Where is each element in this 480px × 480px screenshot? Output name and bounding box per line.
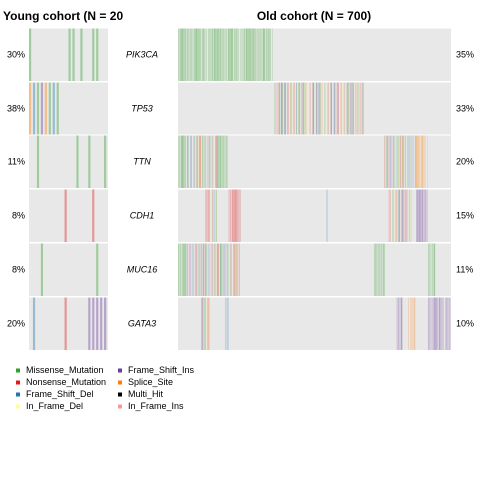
percent-label-pik3ca-panel-0: 30% bbox=[7, 50, 25, 60]
cell-pik3ca-missense-mutation bbox=[80, 28, 83, 81]
legend-label-in-frame-del: In_Frame_Del bbox=[26, 401, 83, 411]
legend-swatch-multi-hit bbox=[118, 392, 122, 397]
gene-label-cdh1: CDH1 bbox=[130, 211, 155, 221]
row-background-ttn bbox=[29, 135, 108, 188]
cell-tp53-missense-mutation bbox=[48, 82, 51, 135]
row-background-muc16 bbox=[178, 243, 451, 296]
row-background-gata3 bbox=[29, 297, 108, 350]
row-background-tp53 bbox=[29, 82, 108, 135]
cell-cdh1-nonsense-mutation bbox=[92, 189, 95, 242]
row-background-muc16 bbox=[29, 243, 108, 296]
cell-pik3ca-missense-mutation bbox=[29, 28, 32, 81]
percent-label-tp53-panel-1: 33% bbox=[456, 104, 474, 114]
cell-cdh1-nonsense-mutation bbox=[64, 189, 67, 242]
cell-ttn-missense-mutation bbox=[88, 135, 91, 188]
legend-swatch-in-frame-del bbox=[16, 404, 20, 409]
cell-gata3-frame-shift-ins bbox=[92, 297, 95, 350]
panel-0 bbox=[29, 27, 108, 350]
old-cohort-title: Old cohort (N = 700) bbox=[257, 9, 371, 23]
legend-swatch-splice-site bbox=[118, 380, 122, 385]
cell-tp53-frame-shift-ins bbox=[40, 82, 44, 135]
cell-tp53-splice-site bbox=[29, 82, 32, 135]
cell-ttn-missense-mutation bbox=[36, 135, 40, 188]
legend-label-nonsense-mutation: Nonsense_Mutation bbox=[26, 377, 106, 387]
row-background-pik3ca bbox=[178, 28, 451, 81]
gene-label-tp53: TP53 bbox=[131, 104, 153, 114]
percent-label-muc16-panel-0: 8% bbox=[12, 265, 25, 275]
legend-swatch-missense-mutation bbox=[16, 368, 20, 373]
row-background-gata3 bbox=[178, 297, 451, 350]
cell-pik3ca-missense-mutation bbox=[92, 28, 95, 81]
cell-pik3ca-missense-mutation bbox=[96, 28, 99, 81]
cell-gata3-frame-shift-del bbox=[32, 297, 36, 350]
legend-label-in-frame-ins: In_Frame_Ins bbox=[128, 401, 184, 411]
cell-tp53-frame-shift-del bbox=[32, 82, 36, 135]
cell-pik3ca-missense-mutation bbox=[72, 28, 75, 81]
cell-gata3-nonsense-mutation bbox=[64, 297, 67, 350]
labels-layer: Young cohort (N = 20 Old cohort (N = 700… bbox=[3, 9, 474, 329]
row-background-ttn bbox=[178, 135, 451, 188]
cell-gata3-frame-shift-ins bbox=[88, 297, 91, 350]
cell-gata3-frame-shift-ins bbox=[100, 297, 103, 350]
cell-tp53-splice-site bbox=[44, 82, 47, 135]
percent-label-ttn-panel-1: 20% bbox=[456, 157, 474, 167]
legend-label-splice-site: Splice_Site bbox=[128, 377, 173, 387]
young-cohort-title: Young cohort (N = 20 bbox=[3, 9, 123, 23]
cell-muc16-missense-mutation bbox=[96, 243, 99, 296]
row-background-pik3ca bbox=[29, 28, 108, 81]
gene-label-ttn: TTN bbox=[133, 157, 151, 167]
cell-ttn-missense-mutation bbox=[76, 135, 79, 188]
gene-label-gata3: GATA3 bbox=[128, 319, 156, 329]
legend-label-frame-shift-ins: Frame_Shift_Ins bbox=[128, 365, 195, 375]
percent-label-cdh1-panel-1: 15% bbox=[456, 211, 474, 221]
legend-swatch-frame-shift-ins bbox=[118, 368, 122, 373]
percent-label-gata3-panel-0: 20% bbox=[7, 319, 25, 329]
row-background-cdh1 bbox=[29, 189, 108, 242]
percent-label-cdh1-panel-0: 8% bbox=[12, 211, 25, 221]
legend-swatch-frame-shift-del bbox=[16, 392, 20, 397]
cell-ttn-missense-mutation bbox=[104, 135, 107, 188]
cell-tp53-missense-mutation bbox=[36, 82, 40, 135]
legend-swatch-nonsense-mutation bbox=[16, 380, 20, 385]
percent-label-gata3-panel-1: 10% bbox=[456, 319, 474, 329]
legend-label-missense-mutation: Missense_Mutation bbox=[26, 365, 104, 375]
cell-gata3-frame-shift-ins bbox=[96, 297, 99, 350]
panels-layer bbox=[29, 27, 451, 350]
panel-1 bbox=[178, 27, 451, 350]
row-background-tp53 bbox=[178, 82, 451, 135]
percent-label-tp53-panel-0: 38% bbox=[7, 104, 25, 114]
row-background-cdh1 bbox=[178, 189, 451, 242]
cell-gata3-frame-shift-ins bbox=[104, 297, 107, 350]
percent-label-ttn-panel-0: 11% bbox=[8, 157, 25, 167]
cell-tp53-missense-mutation bbox=[56, 82, 59, 135]
gene-label-pik3ca: PIK3CA bbox=[126, 50, 158, 60]
legend-swatch-in-frame-ins bbox=[118, 404, 122, 409]
cell-muc16-missense-mutation bbox=[40, 243, 44, 296]
legend-label-frame-shift-del: Frame_Shift_Del bbox=[26, 389, 94, 399]
gene-label-muc16: MUC16 bbox=[127, 265, 158, 275]
cell-tp53-frame-shift-del bbox=[52, 82, 55, 135]
legend-label-multi-hit: Multi_Hit bbox=[128, 389, 164, 399]
legend: Missense_Mutation Nonsense_Mutation Frame_… bbox=[16, 365, 195, 411]
cell-pik3ca-missense-mutation bbox=[68, 28, 71, 81]
percent-label-muc16-panel-1: 11% bbox=[456, 265, 473, 275]
percent-label-pik3ca-panel-1: 35% bbox=[456, 50, 474, 60]
